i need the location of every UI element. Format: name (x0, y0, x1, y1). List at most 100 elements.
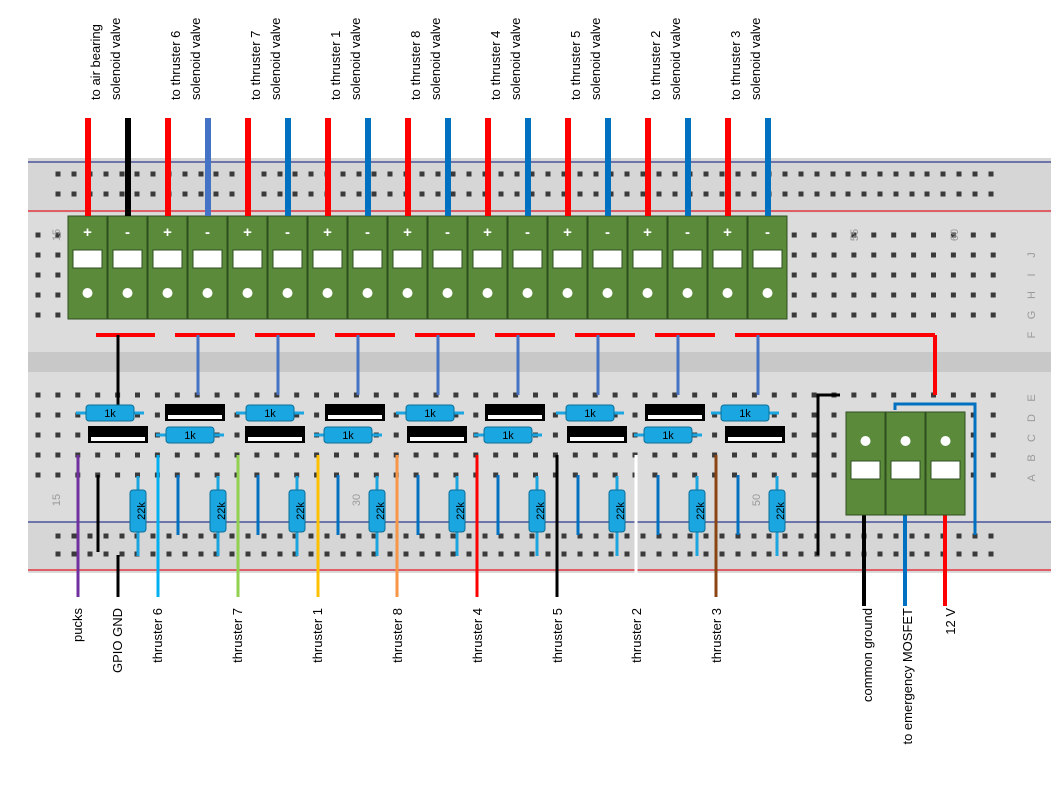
row-letter: A (1026, 474, 1038, 482)
rail-hole (103, 551, 109, 557)
rail-hole (229, 191, 235, 197)
diode-band (728, 437, 782, 441)
grid-hole (692, 452, 698, 458)
signal-label: GPIO GND (110, 608, 125, 673)
grid-hole (771, 472, 777, 478)
grid-hole (911, 312, 917, 318)
grid-hole (75, 412, 81, 418)
signal-label: thruster 4 (470, 608, 485, 663)
rail-hole (229, 171, 235, 177)
grid-hole (75, 392, 81, 398)
rail-hole (356, 171, 362, 177)
terminal-screw-window (672, 249, 703, 269)
grid-hole (871, 312, 877, 318)
resistor-1k-label: 1k (342, 430, 354, 442)
rail-hole (656, 191, 662, 197)
grid-hole (115, 452, 121, 458)
grid-hole (911, 272, 917, 278)
terminal-screw (282, 288, 293, 298)
grid-hole (55, 432, 61, 438)
rail-hole (371, 533, 377, 539)
rail-hole (450, 533, 456, 539)
rail-hole (403, 551, 409, 557)
signal-label: thruster 3 (709, 608, 724, 663)
grid-hole (911, 292, 917, 298)
grid-hole (811, 272, 817, 278)
grid-hole (990, 312, 996, 318)
terminal-screw-window (392, 249, 423, 269)
grid-hole (135, 472, 140, 478)
grid-hole (35, 412, 41, 418)
grid-hole (732, 472, 737, 478)
grid-hole (55, 252, 61, 258)
grid-hole (831, 252, 837, 258)
rail-hole (877, 191, 883, 197)
grid-hole (791, 312, 797, 318)
grid-hole (811, 452, 817, 458)
rail-hole (845, 551, 851, 557)
rail-hole (861, 191, 867, 197)
grid-hole (831, 412, 837, 418)
terminal-sign: - (285, 224, 290, 241)
valve-label-line2: solenoid valve (588, 18, 603, 100)
resistor-22k-body (209, 489, 227, 533)
rail-hole (134, 171, 140, 177)
resistor-1k-body (245, 404, 295, 422)
rail-hole (988, 191, 994, 197)
rail-hole (245, 551, 251, 557)
rail-hole (466, 191, 472, 197)
valve-label-line1: to thruster 4 (488, 31, 503, 100)
grid-hole (214, 472, 220, 478)
grid-hole (214, 452, 220, 458)
grid-hole (970, 292, 976, 298)
rail-hole (782, 533, 788, 539)
grid-hole (572, 472, 578, 478)
rail-hole (371, 551, 377, 557)
rail-hole (450, 551, 456, 557)
rail-hole (545, 551, 551, 557)
rail-hole (514, 171, 520, 177)
rail-hole (308, 171, 314, 177)
resistor-22k-body (768, 489, 786, 533)
rail-hole (182, 171, 188, 177)
rail-hole (371, 191, 377, 197)
power-terminal-screw (900, 436, 911, 446)
grid-hole (970, 312, 976, 318)
rail-hole (924, 191, 930, 197)
resistor-22k-body (448, 489, 466, 533)
terminal-sign: - (365, 224, 370, 241)
grid-hole (413, 452, 419, 458)
rail-hole (719, 551, 725, 557)
grid-hole (314, 392, 320, 398)
grid-hole (891, 232, 897, 238)
rail-hole (624, 551, 630, 557)
rail-hole (324, 533, 330, 539)
grid-hole (990, 412, 996, 418)
grid-hole (891, 292, 897, 298)
rail-hole (55, 171, 61, 177)
rail-hole (71, 191, 77, 197)
rail-hole (861, 171, 867, 177)
rail-hole (893, 171, 899, 177)
grid-hole (672, 392, 678, 398)
rail-hole (814, 191, 820, 197)
grid-hole (35, 472, 41, 478)
rail-hole (245, 533, 251, 539)
grid-hole (871, 232, 877, 238)
rail-hole (988, 171, 994, 177)
rail-hole (514, 533, 520, 539)
grid-hole (592, 452, 598, 458)
grid-hole (831, 452, 837, 458)
resistor-22k-body (368, 489, 386, 533)
terminal-sign: - (525, 224, 530, 241)
grid-hole (931, 252, 936, 258)
diode-band (248, 437, 302, 441)
rail-hole (751, 533, 757, 539)
resistor-1k-label: 1k (104, 408, 116, 420)
grid-hole (771, 392, 777, 398)
valve-label-line1: to thruster 7 (248, 31, 263, 100)
grid-hole (552, 392, 558, 398)
rail-hole (435, 551, 441, 557)
rail-hole (466, 533, 472, 539)
rail-hole (782, 551, 788, 557)
